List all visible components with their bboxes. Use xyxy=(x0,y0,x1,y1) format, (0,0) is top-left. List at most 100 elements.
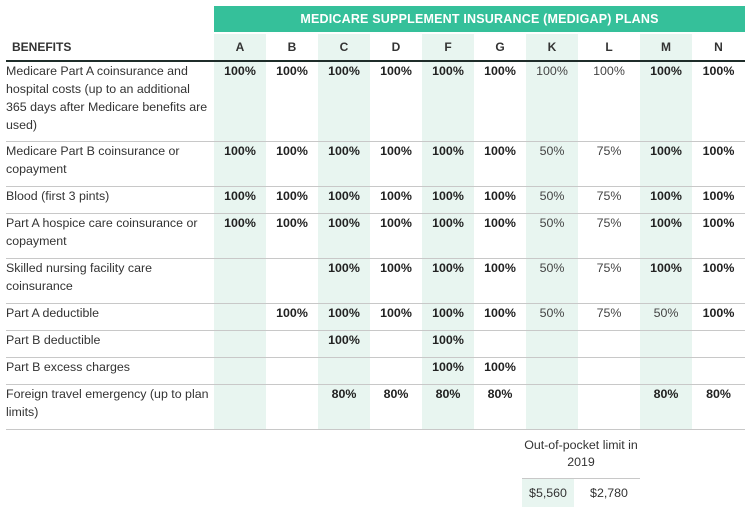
coverage-cell: 100% xyxy=(474,141,526,187)
coverage-cell: 100% xyxy=(214,61,266,142)
out-of-pocket-divider xyxy=(522,478,640,479)
coverage-cell: 100% xyxy=(692,61,745,142)
coverage-cell xyxy=(370,330,422,358)
plan-header-l: L xyxy=(578,34,640,62)
out-of-pocket-limit-title: Out-of-pocket limit in 2019 xyxy=(524,438,638,469)
coverage-cell xyxy=(370,357,422,385)
coverage-cell xyxy=(214,330,266,358)
coverage-cell: 100% xyxy=(692,213,745,259)
coverage-cell: 80% xyxy=(640,384,692,430)
coverage-cell: 100% xyxy=(422,213,474,259)
coverage-cell: 100% xyxy=(692,186,745,214)
benefit-label: Part B excess charges xyxy=(6,357,214,385)
coverage-cell xyxy=(692,330,745,358)
table-row: Blood (first 3 pints) 100% 100% 100% 100% 100… xyxy=(6,186,745,214)
coverage-cell: 100% xyxy=(266,61,318,142)
coverage-cell xyxy=(214,258,266,304)
coverage-cell: 100% xyxy=(370,303,422,331)
coverage-cell xyxy=(474,330,526,358)
coverage-cell: 75% xyxy=(578,186,640,214)
coverage-cell xyxy=(578,384,640,430)
coverage-cell: 100% xyxy=(318,186,370,214)
coverage-cell: 100% xyxy=(474,303,526,331)
coverage-cell: 100% xyxy=(370,186,422,214)
coverage-cell: 50% xyxy=(640,303,692,331)
table-row: Foreign travel emergency (up to plan lim… xyxy=(6,384,745,430)
coverage-cell: 100% xyxy=(692,303,745,331)
table-row: Part A deductible 100% 100% 100% 100% 100% 50%… xyxy=(6,303,745,331)
coverage-cell xyxy=(214,303,266,331)
plan-header-n: N xyxy=(692,34,745,62)
coverage-cell xyxy=(640,357,692,385)
benefit-label: Medicare Part B coinsurance or copayment xyxy=(6,141,214,187)
coverage-cell: 100% xyxy=(266,186,318,214)
plan-header-c: C xyxy=(318,34,370,62)
coverage-cell xyxy=(526,357,578,385)
coverage-cell: 75% xyxy=(578,258,640,304)
coverage-cell xyxy=(692,357,745,385)
out-of-pocket-plan-l: $2,780 xyxy=(590,486,628,500)
out-of-pocket-plan-k: $5,560 xyxy=(522,479,574,507)
coverage-cell: 100% xyxy=(214,141,266,187)
coverage-cell: 100% xyxy=(422,357,474,385)
benefit-label: Blood (first 3 pints) xyxy=(6,186,214,214)
benefit-label: Part B deductible xyxy=(6,330,214,358)
coverage-cell: 100% xyxy=(370,61,422,142)
plan-header-g: G xyxy=(474,34,526,62)
plan-header-b: B xyxy=(266,34,318,62)
coverage-cell: 50% xyxy=(526,141,578,187)
coverage-cell: 50% xyxy=(526,186,578,214)
coverage-cell: 100% xyxy=(692,258,745,304)
coverage-cell: 100% xyxy=(422,330,474,358)
coverage-cell: 100% xyxy=(422,61,474,142)
coverage-cell: 100% xyxy=(370,213,422,259)
benefit-label: Part A deductible xyxy=(6,303,214,331)
coverage-cell: 80% xyxy=(422,384,474,430)
coverage-cell xyxy=(266,330,318,358)
coverage-cell xyxy=(214,384,266,430)
coverage-cell xyxy=(266,357,318,385)
coverage-cell: 100% xyxy=(474,357,526,385)
coverage-cell: 100% xyxy=(214,186,266,214)
coverage-cell: 100% xyxy=(318,141,370,187)
coverage-cell: 50% xyxy=(526,213,578,259)
coverage-cell: 50% xyxy=(526,303,578,331)
coverage-cell: 100% xyxy=(422,141,474,187)
coverage-cell xyxy=(318,357,370,385)
coverage-cell: 100% xyxy=(422,258,474,304)
coverage-cell: 100% xyxy=(318,303,370,331)
coverage-cell: 100% xyxy=(370,141,422,187)
coverage-cell: 100% xyxy=(578,61,640,142)
coverage-cell: 100% xyxy=(640,61,692,142)
plan-header-d: D xyxy=(370,34,422,62)
coverage-cell: 100% xyxy=(474,213,526,259)
table-row: Part B deductible 100% 100% xyxy=(6,330,745,358)
coverage-cell: 75% xyxy=(578,303,640,331)
coverage-cell: 100% xyxy=(474,186,526,214)
coverage-cell: 100% xyxy=(370,258,422,304)
benefits-column-header: BENEFITS xyxy=(6,34,214,62)
coverage-cell: 100% xyxy=(214,213,266,259)
table-row: Skilled nursing facility care coinsuranc… xyxy=(6,258,745,304)
coverage-cell: 100% xyxy=(640,141,692,187)
coverage-cell: 100% xyxy=(474,258,526,304)
benefit-label: Medicare Part A coinsurance and hospital… xyxy=(6,61,214,142)
coverage-cell xyxy=(526,384,578,430)
coverage-cell: 75% xyxy=(578,213,640,259)
coverage-cell: 100% xyxy=(640,258,692,304)
table-row: Part B excess charges 100% 100% xyxy=(6,357,745,385)
coverage-cell: 100% xyxy=(266,213,318,259)
benefit-label: Part A hospice care coinsurance or copay… xyxy=(6,213,214,259)
coverage-cell: 100% xyxy=(526,61,578,142)
plan-header-m: M xyxy=(640,34,692,62)
medigap-plans-banner: MEDICARE SUPPLEMENT INSURANCE (MEDIGAP) … xyxy=(214,6,745,32)
coverage-cell: 100% xyxy=(640,186,692,214)
coverage-cell: 100% xyxy=(318,330,370,358)
coverage-cell: 100% xyxy=(422,186,474,214)
coverage-cell: 50% xyxy=(526,258,578,304)
coverage-cell: 100% xyxy=(318,213,370,259)
plan-header-k: K xyxy=(526,34,578,62)
table-row: Medicare Part A coinsurance and hospital… xyxy=(6,61,745,142)
